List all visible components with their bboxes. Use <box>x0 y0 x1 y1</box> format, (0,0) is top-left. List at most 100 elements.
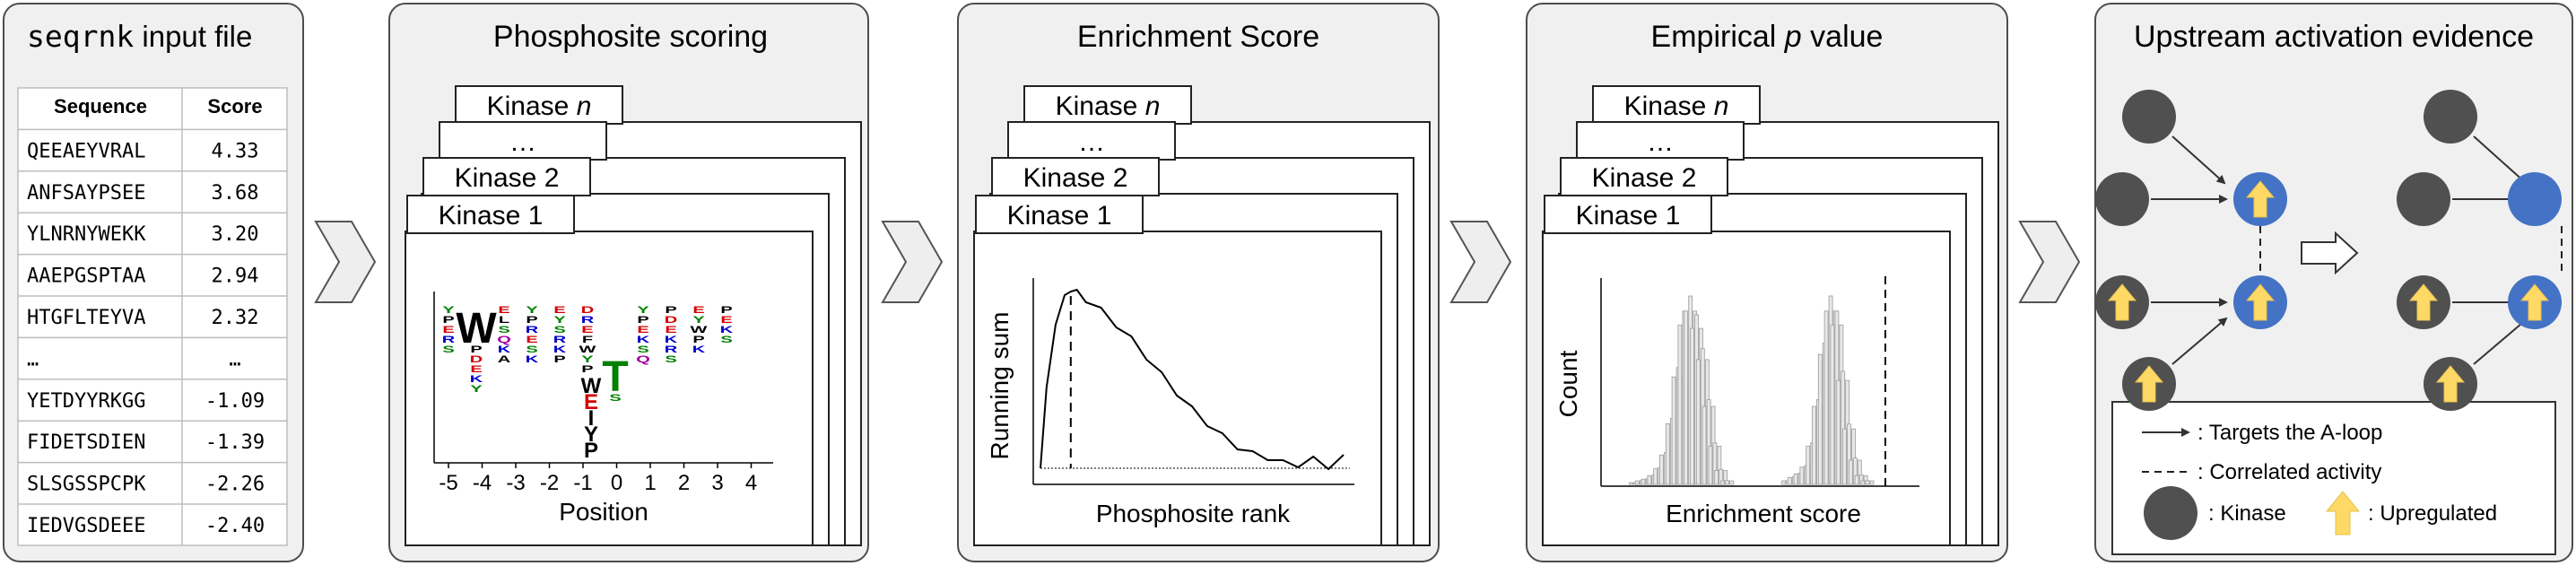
logo-letter: Y <box>553 314 566 325</box>
scoring-xlabel: Position <box>559 498 648 526</box>
logo-letter: P <box>581 363 594 374</box>
chevron-arrow-icon <box>881 221 944 303</box>
logo-letter: K <box>526 353 539 364</box>
score-cell: -2.26 <box>205 474 265 496</box>
logo-letter: E <box>692 304 705 315</box>
histogram-bar <box>1708 446 1713 485</box>
pvalue-ylabel: Count <box>1554 350 1582 417</box>
sequence-cell: SLSGSSPCPK <box>27 474 146 496</box>
empirical-pvalue-panel: Empirical p value Kinase n … Kinase 2 Kinas… <box>1526 3 2008 562</box>
histogram-bar <box>1725 480 1729 485</box>
sequence-cell: … <box>27 348 39 370</box>
histogram-bar <box>1793 474 1798 485</box>
logo-letter: T <box>602 353 628 401</box>
sequence-cell: YLNRNYWEKK <box>27 223 146 246</box>
score-cell: 4.33 <box>212 140 259 162</box>
histogram-bar <box>1659 454 1664 485</box>
logo-letter: D <box>581 304 594 315</box>
histogram-bar <box>1701 405 1707 485</box>
histogram-bar <box>1640 478 1646 485</box>
network-before <box>2095 90 2287 411</box>
table-row: QEEAEYVRAL 4.33 <box>27 140 258 162</box>
logo-letter: Y <box>442 304 455 315</box>
histogram-bar <box>1830 324 1835 485</box>
histogram-bar <box>1865 480 1870 485</box>
logo-letter: E <box>498 304 510 315</box>
kinase-tab-label: Kinase n <box>1624 91 1729 121</box>
logo-letter: P <box>442 314 455 325</box>
kinase-node <box>2424 90 2477 144</box>
logo-letter: Y <box>584 422 598 447</box>
kinase-node <box>2095 172 2149 226</box>
sequence-cell: YETDYYRKGG <box>27 390 145 413</box>
logo-letter: E <box>526 334 538 344</box>
transition-arrow-icon <box>2301 231 2359 275</box>
logo-letter: S <box>637 344 649 354</box>
logo-letter: Y <box>692 314 705 325</box>
legend-targets-label: : Targets the A-loop <box>2197 421 2382 445</box>
histogram-bar <box>1854 475 1859 485</box>
scoring-title: Phosphosite scoring <box>493 20 768 54</box>
histogram-bar <box>1647 475 1652 485</box>
logo-letter: R <box>526 324 539 335</box>
upregulated-arrow-icon <box>2134 365 2164 403</box>
table-row: FIDETSDIEN -1.39 <box>27 431 265 454</box>
kinase-card-front: Kinase 1 <box>1542 195 1951 546</box>
histogram-bar <box>1817 353 1823 485</box>
histogram-bar <box>1869 480 1875 485</box>
table-row: AAEPGSPTAA 2.94 <box>27 266 258 288</box>
logo-letter: D <box>665 314 677 325</box>
kinase-tab-label: Kinase 1 <box>439 201 544 231</box>
histogram-bar <box>1684 310 1689 485</box>
logo-letter: S <box>720 334 733 344</box>
logo-letter: Y <box>637 304 649 315</box>
histogram-bar <box>1671 376 1676 485</box>
upstream-activation-panel: Upstream activation evidence : Targets t… <box>2094 3 2573 562</box>
chevron-arrow-icon <box>314 221 377 303</box>
score-cell: 3.20 <box>212 223 259 246</box>
sequence-cell: ANFSAYPSEE <box>27 182 145 205</box>
logo-letter: D <box>470 353 483 364</box>
logo-letter: P <box>637 314 649 325</box>
upregulated-arrow-icon <box>2519 283 2550 321</box>
kinase-tab-label: … <box>509 127 536 157</box>
histogram-bar <box>1629 482 1633 485</box>
kinase-tab-label: Kinase n <box>487 91 592 121</box>
kinase-tab-label: … <box>1078 127 1105 157</box>
score-cell: -2.40 <box>205 515 265 537</box>
logo-letter: E <box>553 304 566 315</box>
table-header-score: Score <box>207 95 262 118</box>
logo-letter: S <box>442 344 455 354</box>
histogram-bar <box>1799 466 1805 485</box>
logo-letter: P <box>584 439 598 463</box>
histogram-bar <box>1848 459 1853 485</box>
upregulated-arrow-icon <box>2245 180 2276 218</box>
logo-letter: Q <box>636 353 650 364</box>
kinase-tab-label: Kinase 1 <box>1007 201 1112 231</box>
logo-letter: I <box>588 406 595 431</box>
score-cell: 2.32 <box>212 307 259 329</box>
histogram-bar <box>1842 428 1847 485</box>
score-cell: … <box>229 348 240 370</box>
logo-tick-label: 4 <box>745 471 757 495</box>
logo-letter: W <box>456 305 497 353</box>
sequence-cell: FIDETSDIEN <box>27 431 145 454</box>
kinase-tab-label: Kinase 2 <box>1023 163 1128 193</box>
logo-letter: F <box>582 334 593 344</box>
logo-letter: E <box>470 363 483 374</box>
running-sum-line <box>1040 288 1345 471</box>
logo-letter: E <box>720 314 733 325</box>
chevron-arrow-icon <box>2018 221 2081 303</box>
table-row: YLNRNYWEKK 3.20 <box>27 223 258 246</box>
histogram-bar <box>1677 324 1683 485</box>
legend: : Targets the A-loop : Correlated activi… <box>2111 401 2556 555</box>
running-sum-chart <box>1032 278 1354 485</box>
target-kinase-node <box>2508 172 2562 226</box>
chevron-arrow-icon <box>1449 221 1512 303</box>
input-table: Sequence Score QEEAEYVRAL 4.33 ANFSAYPSEE 3… <box>17 87 288 546</box>
logo-letter: R <box>442 334 456 344</box>
histogram-bar <box>1720 480 1725 485</box>
logo-letter: Y <box>470 383 483 394</box>
enrichment-score-panel: Enrichment Score Kinase n … Kinase 2 Kinase… <box>957 3 1440 562</box>
logo-tick-label: 2 <box>678 471 690 495</box>
